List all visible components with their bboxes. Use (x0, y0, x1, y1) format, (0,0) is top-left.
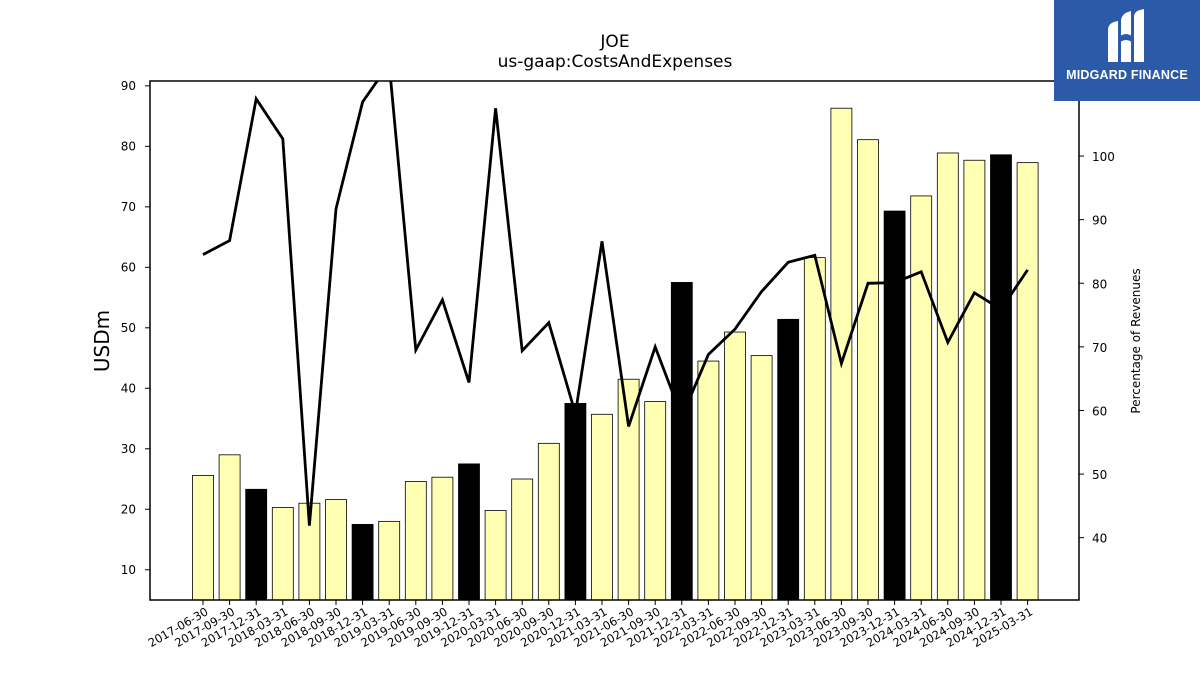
y-tick-label: 50 (121, 321, 136, 335)
bar-2024-09-30 (963, 159, 986, 601)
line-series-pct-revenues (202, 81, 1029, 526)
logo-text: MIDGARD FINANCE (1066, 68, 1188, 82)
y2-tick-label: 80 (1092, 277, 1107, 291)
bar-2024-03-31 (910, 195, 933, 601)
bar-2019-06-30 (404, 481, 427, 601)
bar-2019-09-30 (431, 476, 454, 601)
y-tick-label: 90 (121, 79, 136, 93)
y2-axis-label: Percentage of Revenues (1129, 268, 1143, 413)
bar-2017-09-30 (218, 454, 241, 601)
plot-frame (149, 80, 1080, 601)
bar-2022-09-30 (750, 355, 773, 601)
bar-2022-12-31 (777, 318, 800, 601)
bar-2024-12-31 (990, 154, 1012, 601)
y2-tick-label: 100 (1092, 150, 1115, 164)
bar-2018-09-30 (325, 499, 347, 601)
bar-2019-12-31 (458, 463, 480, 601)
y-tick-label: 60 (121, 260, 136, 274)
chart-title: JOE (600, 32, 630, 52)
bar-2021-06-30 (617, 378, 640, 601)
y-tick-label: 30 (121, 442, 136, 456)
y-tick-label: 40 (121, 381, 136, 395)
bar-2024-06-30 (936, 152, 959, 601)
bar-2021-09-30 (644, 401, 667, 601)
bar-2025-03-31 (1016, 162, 1039, 601)
brand-logo: MIDGARD FINANCE (1054, 0, 1200, 101)
bar-2022-03-31 (697, 360, 720, 601)
bar-2023-09-30 (857, 139, 879, 601)
y-axis-label: USDm (90, 310, 114, 372)
bar-2018-12-31 (351, 523, 374, 601)
y2-tick-label: 40 (1092, 532, 1107, 546)
bar-2023-12-31 (883, 210, 906, 601)
bar-2020-06-30 (511, 478, 534, 601)
bar-2023-06-30 (830, 107, 853, 601)
y2-tick-label: 50 (1092, 468, 1107, 482)
y-tick-label: 70 (121, 200, 136, 214)
bar-2017-12-31 (245, 488, 268, 601)
y2-tick-label: 70 (1092, 341, 1107, 355)
logo-mark-icon (1108, 9, 1144, 62)
bar-2017-06-30 (192, 474, 214, 601)
bar-2020-12-31 (564, 403, 587, 601)
y2-tick-label: 90 (1092, 214, 1107, 228)
bar-2020-03-31 (484, 510, 507, 601)
y-tick-label: 10 (121, 563, 136, 577)
bar-2021-12-31 (670, 282, 693, 601)
bar-2021-03-31 (591, 413, 613, 601)
bar-2018-03-31 (271, 507, 294, 601)
bar-2022-06-30 (724, 331, 746, 601)
y-tick-label: 20 (121, 502, 136, 516)
bar-2020-09-30 (537, 442, 560, 601)
bar-2023-03-31 (803, 257, 826, 601)
chart-subtitle: us-gaap:CostsAndExpenses (497, 52, 733, 72)
y-tick-label: 80 (121, 139, 136, 153)
y2-tick-label: 60 (1092, 404, 1107, 418)
bar-2019-03-31 (378, 520, 401, 601)
